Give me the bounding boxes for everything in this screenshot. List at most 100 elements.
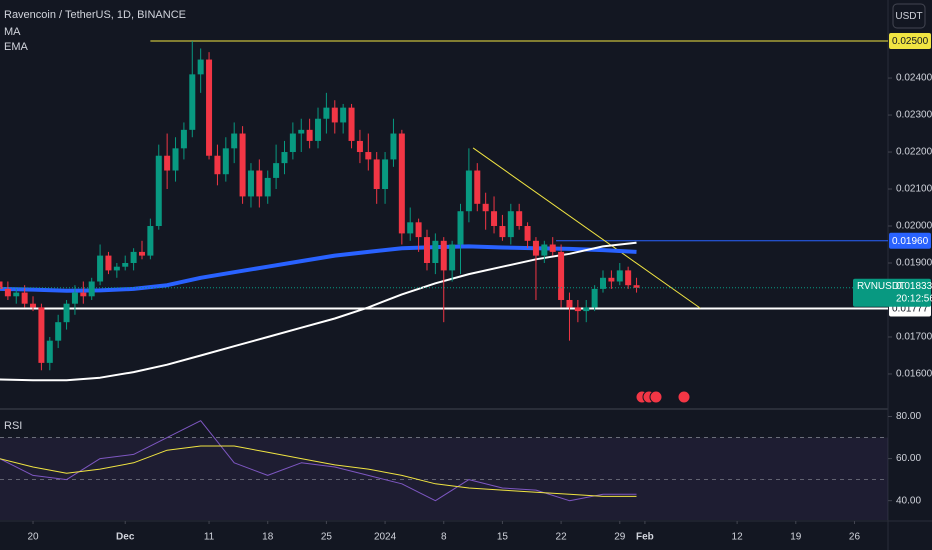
- candle-body: [600, 277, 607, 289]
- x-tick-label: Dec: [116, 532, 135, 543]
- candle-body: [365, 152, 372, 160]
- indicator-label[interactable]: EMA: [4, 41, 29, 53]
- candle-body: [574, 307, 581, 312]
- candle-body: [440, 240, 447, 271]
- currency-label[interactable]: USDT: [895, 11, 922, 22]
- candle-body: [465, 170, 472, 212]
- candle-body: [147, 226, 154, 256]
- candle-body: [482, 203, 489, 212]
- candle-body: [206, 59, 213, 156]
- candle-body: [549, 244, 556, 252]
- x-tick-label: 20: [27, 532, 39, 543]
- x-tick-label: 29: [614, 532, 626, 543]
- candle-body: [4, 288, 11, 297]
- candle-body: [264, 177, 271, 197]
- x-tick-label: 11: [204, 532, 215, 543]
- x-tick-label: 12: [732, 532, 744, 543]
- candle-body: [558, 251, 565, 300]
- x-tick-label: 2024: [374, 532, 397, 543]
- x-tick-label: 19: [790, 532, 802, 543]
- candle-body: [499, 226, 506, 238]
- y-tick-label: 0.01700: [896, 332, 932, 343]
- candle-body: [516, 211, 523, 227]
- candle-body: [180, 129, 187, 149]
- candle-body: [164, 155, 171, 171]
- indicator-line: [0, 244, 637, 293]
- axes: 0.02400 0.02300 0.02200 0.02100 0.02000 0.019…: [27, 33, 932, 543]
- y-tick-label: 0.02300: [896, 110, 932, 121]
- candle-body: [566, 299, 573, 308]
- candle-body: [46, 340, 53, 363]
- candle-body: [407, 222, 414, 234]
- candle-body: [256, 170, 263, 197]
- y-tick-label: 60.00: [896, 453, 921, 464]
- y-tick-label: 0.02000: [896, 221, 932, 232]
- y-tick-label: 0.01900: [896, 258, 932, 269]
- candle-body: [398, 133, 405, 234]
- candle-body: [63, 303, 70, 323]
- indicator-line: [0, 445, 637, 497]
- candle-body: [122, 262, 129, 267]
- candle-body: [340, 107, 347, 123]
- candle-body: [71, 292, 78, 304]
- candle-body: [524, 226, 531, 241]
- candle-body: [348, 107, 355, 141]
- candle-body: [113, 266, 120, 271]
- candle-body: [97, 255, 104, 282]
- indicator-line: [0, 420, 637, 502]
- indicator-label[interactable]: MA: [4, 26, 21, 38]
- candle-body: [415, 222, 422, 238]
- candle-body: [197, 59, 204, 75]
- y-tick-label: 0.02400: [896, 73, 932, 84]
- candle-body: [289, 133, 296, 153]
- y-tick-label: 40.00: [896, 495, 921, 506]
- candle-body: [222, 148, 229, 175]
- y-tick-label: 0.02200: [896, 147, 932, 158]
- candle-body: [239, 133, 246, 197]
- candle-body: [382, 159, 389, 190]
- event-icon[interactable]: [649, 390, 663, 404]
- countdown-label: 20:12:56: [896, 293, 932, 304]
- last-price-label: 0.01833: [896, 281, 932, 292]
- price-pane: [0, 40, 888, 382]
- candle-body: [13, 292, 20, 297]
- candle-body: [323, 107, 330, 119]
- event-icons[interactable]: [635, 390, 691, 404]
- candle-body: [331, 107, 338, 123]
- candle-body: [88, 281, 95, 297]
- hline-price-label: 0.01777: [892, 304, 929, 315]
- candle-body: [155, 155, 162, 227]
- candle-body: [541, 244, 548, 256]
- candle-body: [390, 133, 397, 160]
- candle-body: [298, 129, 305, 134]
- candle-body: [281, 152, 288, 164]
- candle-body: [306, 129, 313, 141]
- rsi-band: [0, 437, 888, 520]
- candle-body: [474, 170, 481, 204]
- trendline: [472, 147, 701, 309]
- hline-price-label-bg: [889, 33, 931, 50]
- x-tick-label: 15: [497, 532, 509, 543]
- candle-body: [608, 277, 615, 282]
- rsi-title[interactable]: RSI: [4, 420, 22, 432]
- candle-body: [172, 148, 179, 171]
- candle-body: [0, 281, 3, 289]
- candle-body: [231, 133, 238, 149]
- candle-body: [616, 270, 623, 282]
- candle-body: [55, 322, 62, 341]
- indicator-line: [0, 241, 637, 382]
- x-tick-label: 26: [849, 532, 861, 543]
- event-icon[interactable]: [677, 390, 691, 404]
- candle-body: [105, 255, 112, 271]
- hline-price-label: 0.02500: [892, 36, 929, 47]
- candle-body: [491, 211, 498, 227]
- candle-body: [373, 159, 380, 190]
- candle-body: [247, 170, 254, 197]
- candle-body: [633, 285, 640, 288]
- candle-body: [315, 118, 322, 141]
- chart-title: Ravencoin / TetherUS, 1D, BINANCE: [4, 9, 186, 21]
- currency-button[interactable]: [892, 3, 926, 29]
- y-tick-label: 80.00: [896, 411, 921, 422]
- candle-body: [507, 211, 514, 238]
- candle-body: [532, 240, 539, 256]
